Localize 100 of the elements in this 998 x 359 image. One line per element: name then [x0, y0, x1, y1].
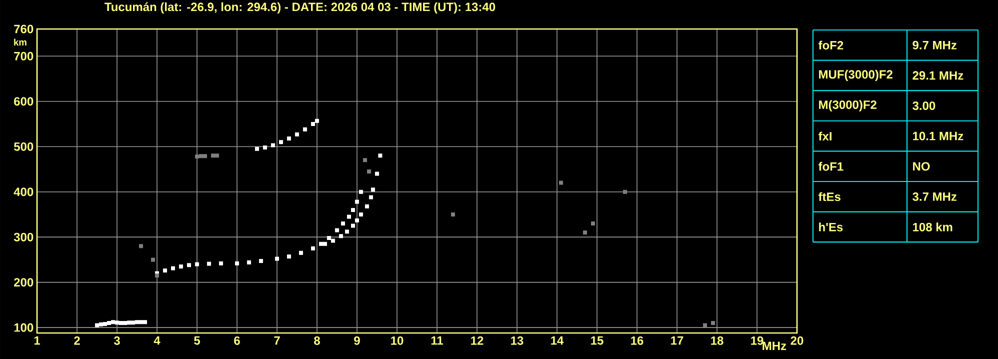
y-tick-label: 300 — [14, 232, 34, 242]
text: h'Es — [819, 222, 843, 232]
point — [179, 264, 184, 268]
text: foF1 — [818, 162, 844, 171]
x-axis-title: MHz — [762, 342, 786, 350]
point — [139, 244, 144, 248]
point — [327, 236, 332, 240]
text: fxI — [818, 132, 832, 140]
point — [235, 261, 240, 266]
point — [623, 190, 628, 194]
point — [171, 266, 176, 270]
point — [99, 322, 104, 326]
text: 3.00 — [912, 101, 936, 110]
text: 9.7 MHz — [912, 40, 956, 50]
point — [279, 140, 284, 144]
x-tick-label: 20 — [790, 336, 804, 345]
x-tick-label: 16 — [631, 336, 644, 345]
text: 3.7 MHz — [912, 192, 956, 201]
y-tick-label: 760 — [14, 24, 34, 34]
point — [559, 180, 564, 185]
point — [135, 320, 140, 324]
point — [219, 261, 224, 266]
point — [347, 214, 352, 219]
x-tick-label: 10 — [391, 336, 404, 345]
x-tick-label: 5 — [194, 336, 200, 345]
point — [303, 127, 308, 132]
text: ftEs — [818, 192, 840, 202]
point — [339, 234, 344, 238]
point — [143, 320, 148, 324]
x-tick-label: 15 — [591, 336, 604, 345]
point — [211, 154, 216, 158]
point — [115, 320, 120, 325]
point — [103, 322, 108, 326]
point — [711, 321, 716, 326]
point — [287, 136, 292, 140]
point — [119, 321, 124, 326]
point — [703, 323, 708, 328]
y-axis-title: km — [14, 38, 26, 46]
point — [271, 143, 276, 148]
x-tick-label: 18 — [711, 336, 724, 345]
point — [365, 204, 370, 208]
x-tick-label: 8 — [314, 336, 320, 345]
point — [369, 195, 374, 200]
y-tick-label: 100 — [14, 323, 34, 332]
point — [195, 154, 200, 159]
x-tick-label: 3 — [114, 336, 120, 345]
point — [139, 320, 144, 324]
point — [319, 242, 324, 246]
point — [331, 238, 336, 243]
point — [275, 256, 280, 261]
point — [215, 154, 220, 158]
y-tick-label: 200 — [14, 278, 34, 287]
point — [203, 154, 208, 158]
text: 10.1 MHz — [913, 132, 964, 140]
x-tick-label: 19 — [751, 336, 764, 345]
point — [255, 146, 260, 151]
point — [311, 122, 316, 126]
point — [451, 212, 456, 216]
point — [351, 224, 356, 228]
point — [127, 320, 132, 325]
x-tick-label: 17 — [671, 336, 684, 345]
x-tick-label: 4 — [154, 336, 160, 345]
text: M(3000)F2 — [819, 100, 876, 112]
point — [131, 320, 136, 325]
point — [295, 132, 300, 136]
y-tick-label: 600 — [14, 97, 34, 106]
x-tick-label: 2 — [74, 336, 80, 345]
point — [583, 230, 588, 235]
x-tick-label: 12 — [471, 336, 484, 345]
point — [163, 268, 168, 273]
y-tick-label: 500 — [14, 142, 34, 151]
x-tick-label: 9 — [354, 336, 360, 345]
y-tick-label: 400 — [14, 188, 34, 196]
x-tick-label: 13 — [511, 336, 524, 345]
y-tick-label: 700 — [14, 52, 34, 60]
point — [335, 228, 340, 232]
point — [345, 230, 350, 234]
point — [355, 200, 360, 204]
point — [367, 169, 372, 174]
text: foF2 — [818, 40, 844, 50]
point — [123, 321, 128, 326]
point — [315, 118, 320, 123]
point — [287, 254, 292, 259]
point — [363, 158, 368, 162]
point — [359, 190, 364, 194]
point — [95, 323, 100, 328]
point — [299, 250, 304, 255]
point — [155, 274, 160, 278]
point — [107, 321, 112, 326]
point — [375, 172, 380, 176]
point — [341, 222, 346, 226]
point — [323, 242, 328, 246]
x-tick-label: 14 — [551, 336, 564, 345]
x-tick-label: 7 — [274, 336, 280, 345]
point — [378, 154, 382, 158]
point — [151, 258, 156, 262]
point — [351, 208, 356, 212]
point — [355, 218, 360, 222]
point — [111, 320, 116, 324]
text: MUF(3000)F2 — [819, 70, 892, 82]
